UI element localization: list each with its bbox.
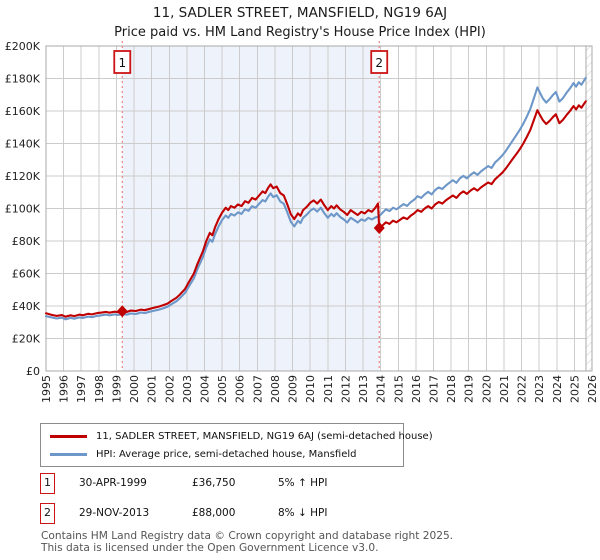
sale-2-number-badge: 2 xyxy=(40,503,55,524)
sale-2-price: £88,000 xyxy=(192,507,236,519)
chart-legend: 11, SADLER STREET, MANSFIELD, NG19 6AJ (… xyxy=(40,423,433,467)
svg-text:2018: 2018 xyxy=(445,375,458,403)
svg-text:2014: 2014 xyxy=(375,375,388,403)
svg-text:£120K: £120K xyxy=(5,170,41,183)
svg-text:2005: 2005 xyxy=(216,375,229,403)
svg-text:1997: 1997 xyxy=(75,375,88,403)
sale-1-number-badge: 1 xyxy=(40,473,55,494)
svg-text:£160K: £160K xyxy=(5,105,41,118)
svg-text:1995: 1995 xyxy=(40,375,53,403)
sale-2-flag-label: 2 xyxy=(375,56,383,70)
svg-text:2009: 2009 xyxy=(287,375,300,403)
legend-label-hpi: HPI: Average price, semi-detached house,… xyxy=(96,449,357,460)
price-history-chart: 1 2 £0 £20K £40K £60K £80K £100K £120K £140K £160K… xyxy=(5,40,599,403)
footer-line-2: This data is licensed under the Open Gov… xyxy=(41,542,379,554)
svg-text:2022: 2022 xyxy=(516,375,529,403)
svg-text:1999: 1999 xyxy=(110,375,123,403)
sale-1-marker xyxy=(116,305,128,318)
svg-text:£80K: £80K xyxy=(12,235,41,248)
chart-titles: 11, SADLER STREET, MANSFIELD, NG19 6AJ P… xyxy=(0,5,600,41)
svg-text:2019: 2019 xyxy=(463,375,476,403)
svg-text:£180K: £180K xyxy=(5,73,41,86)
sale-row-2: 2 29-NOV-2013 £88,000 8% ↓ HPI xyxy=(40,503,580,525)
svg-text:2000: 2000 xyxy=(128,375,141,403)
svg-text:£0: £0 xyxy=(26,365,40,378)
svg-text:2016: 2016 xyxy=(410,375,423,403)
svg-text:£200K: £200K xyxy=(5,40,41,53)
svg-text:2004: 2004 xyxy=(199,375,212,403)
hpi-line-swatch xyxy=(50,453,87,456)
svg-text:1998: 1998 xyxy=(93,375,106,403)
svg-text:2024: 2024 xyxy=(551,375,564,403)
svg-text:£100K: £100K xyxy=(5,203,41,216)
svg-text:2021: 2021 xyxy=(498,375,511,403)
svg-text:2006: 2006 xyxy=(234,375,247,403)
page-subtitle: Price paid vs. HM Land Registry's House … xyxy=(114,25,486,40)
svg-text:£60K: £60K xyxy=(12,268,41,281)
legend-label-property: 11, SADLER STREET, MANSFIELD, NG19 6AJ (… xyxy=(96,431,433,442)
svg-text:£140K: £140K xyxy=(5,138,41,151)
sale-1-hpi-delta: 5% ↑ HPI xyxy=(278,477,328,489)
y-axis-tick-labels: £0 £20K £40K £60K £80K £100K £120K £140K £160K £1… xyxy=(5,40,41,378)
legend-item-property: 11, SADLER STREET, MANSFIELD, NG19 6AJ (… xyxy=(50,430,433,443)
license-footer: Contains HM Land Registry data © Crown c… xyxy=(41,530,453,554)
svg-text:2011: 2011 xyxy=(322,375,335,403)
page-title: 11, SADLER STREET, MANSFIELD, NG19 6AJ xyxy=(152,5,448,21)
svg-text:2008: 2008 xyxy=(269,375,282,403)
svg-text:2026: 2026 xyxy=(586,375,599,403)
sale-2-hpi-delta: 8% ↓ HPI xyxy=(278,507,328,519)
svg-text:2012: 2012 xyxy=(339,375,352,403)
svg-text:2023: 2023 xyxy=(533,375,546,403)
sale-2-date: 29-NOV-2013 xyxy=(79,507,150,519)
svg-text:2003: 2003 xyxy=(181,375,194,403)
svg-text:1996: 1996 xyxy=(58,375,71,403)
svg-text:2002: 2002 xyxy=(163,375,176,403)
sale-1-price: £36,750 xyxy=(192,477,236,489)
legend-item-hpi: HPI: Average price, semi-detached house,… xyxy=(50,448,394,461)
sale-1-date: 30-APR-1999 xyxy=(79,477,147,489)
svg-text:2015: 2015 xyxy=(392,375,405,403)
svg-text:2001: 2001 xyxy=(146,375,159,403)
svg-text:2025: 2025 xyxy=(568,375,581,403)
future-hatch-band xyxy=(586,46,592,371)
svg-text:2020: 2020 xyxy=(480,375,493,403)
sale-1-flag-label: 1 xyxy=(118,56,126,70)
sale-1-flag-box xyxy=(113,50,132,74)
svg-text:2013: 2013 xyxy=(357,375,370,403)
property-line-swatch xyxy=(50,435,87,438)
plot-border xyxy=(45,45,593,372)
property-series-line xyxy=(44,100,587,318)
svg-text:£40K: £40K xyxy=(12,300,41,313)
svg-text:£20K: £20K xyxy=(12,333,41,346)
footer-line-1: Contains HM Land Registry data © Crown c… xyxy=(41,530,454,542)
x-axis-tick-labels: 1995 1996 1997 1998 1999 2000 2001 2002 2003 2004… xyxy=(40,375,599,403)
svg-text:2007: 2007 xyxy=(251,375,264,403)
svg-text:2017: 2017 xyxy=(427,375,440,403)
svg-text:2010: 2010 xyxy=(304,375,317,403)
sale-2-marker xyxy=(373,222,385,234)
sale-2-flag-box xyxy=(370,50,389,74)
hpi-series-line xyxy=(44,76,587,321)
sale-row-1: 1 30-APR-1999 £36,750 5% ↑ HPI xyxy=(40,473,580,495)
